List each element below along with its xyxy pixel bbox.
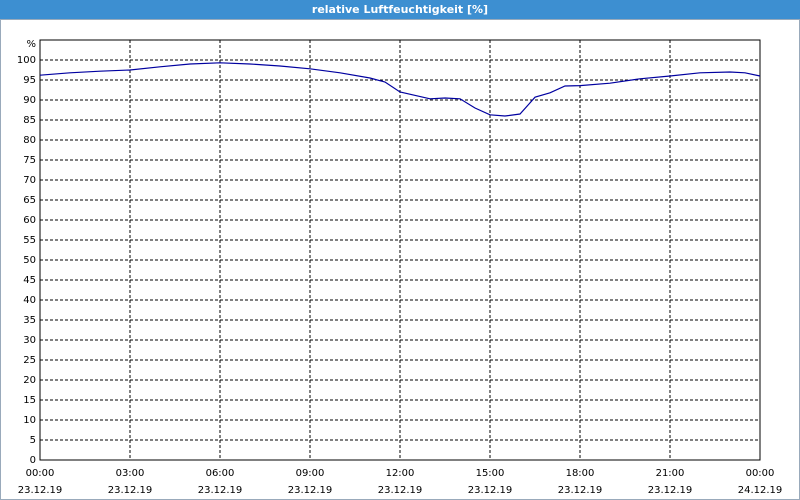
x-tick-date: 23.12.19 (378, 485, 423, 496)
y-tick-label: 45 (23, 275, 36, 286)
y-tick-label: 5 (30, 435, 36, 446)
x-tick-date: 23.12.19 (288, 485, 333, 496)
x-tick-label: 00:00 (746, 468, 775, 479)
y-tick-label: 40 (23, 295, 36, 306)
y-tick-label: 50 (23, 255, 36, 266)
x-tick-label: 21:00 (656, 468, 685, 479)
x-tick-date: 23.12.19 (18, 485, 63, 496)
y-tick-label: 90 (23, 95, 36, 106)
y-tick-label: 85 (23, 115, 36, 126)
x-tick-date: 23.12.19 (108, 485, 153, 496)
x-tick-label: 18:00 (566, 468, 595, 479)
x-tick-label: 00:00 (26, 468, 55, 479)
plot-border (39, 39, 761, 461)
x-tick-date: 24.12.19 (738, 485, 783, 496)
y-tick-label: 75 (23, 155, 36, 166)
y-tick-label: 0 (30, 455, 36, 466)
x-tick-label: 03:00 (116, 468, 145, 479)
y-tick-label: 35 (23, 315, 36, 326)
y-tick-label: 30 (23, 335, 36, 346)
y-tick-label: 15 (23, 395, 36, 406)
y-tick-label: 25 (23, 355, 36, 366)
x-tick-label: 06:00 (206, 468, 235, 479)
y-tick-label: 65 (23, 195, 36, 206)
y-tick-label: 10 (23, 415, 36, 426)
y-tick-label: 95 (23, 75, 36, 86)
title-bar: relative Luftfeuchtigkeit [%] (0, 0, 800, 19)
x-tick-date: 23.12.19 (558, 485, 603, 496)
data-line (39, 62, 761, 117)
y-unit: % (26, 39, 36, 50)
y-tick-label: 100 (17, 55, 36, 66)
x-tick-label: 09:00 (296, 468, 325, 479)
y-tick-label: 80 (23, 135, 36, 146)
y-tick-label: 60 (23, 215, 36, 226)
y-tick-label: 55 (23, 235, 36, 246)
x-tick-date: 23.12.19 (468, 485, 513, 496)
x-tick-date: 23.12.19 (648, 485, 693, 496)
x-tick-label: 15:00 (476, 468, 505, 479)
x-tick-date: 23.12.19 (198, 485, 243, 496)
y-tick-label: 70 (23, 175, 36, 186)
y-tick-label: 20 (23, 375, 36, 386)
x-tick-label: 12:00 (386, 468, 415, 479)
